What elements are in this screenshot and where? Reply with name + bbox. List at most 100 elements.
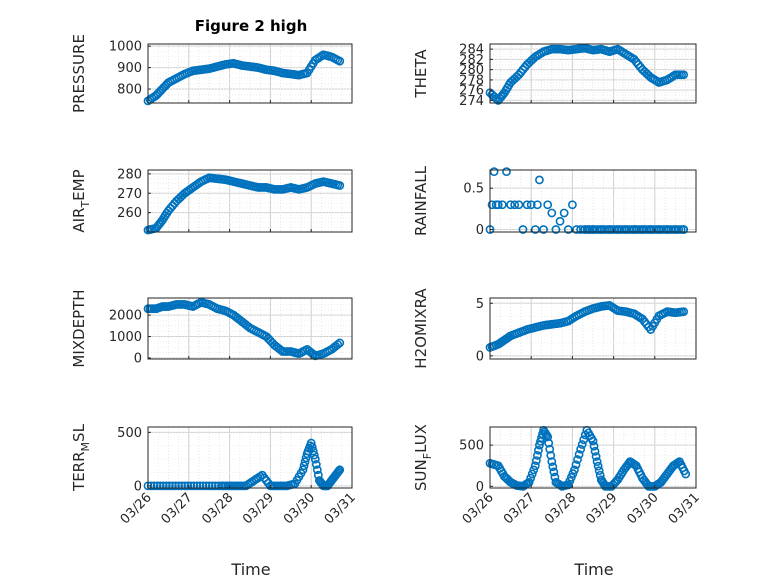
data-point	[548, 462, 558, 472]
data-point	[272, 481, 281, 491]
data-point	[545, 45, 555, 55]
data-point	[514, 200, 524, 210]
data-point	[192, 180, 202, 189]
y-axis-label: THETA	[412, 49, 430, 99]
y-tick-label: 278	[459, 73, 484, 88]
data-point	[292, 184, 302, 194]
data-point	[333, 55, 343, 65]
data-point	[207, 481, 217, 491]
data-point	[310, 454, 320, 464]
data-point	[146, 481, 156, 491]
y-tick-label: 0	[476, 223, 484, 238]
data-point	[545, 320, 555, 329]
y-axis-label: TERRMSL	[70, 423, 92, 492]
data-point	[577, 440, 587, 449]
axes-frame	[147, 426, 353, 489]
data-point	[194, 65, 204, 75]
data-point	[184, 185, 194, 195]
y-tick-label: 284	[459, 43, 484, 58]
axes-frame	[147, 43, 353, 104]
y-tick-label: 0	[134, 351, 142, 366]
subplot-h2omixra: 0 5 H2OMIXRA	[412, 288, 697, 369]
data-point	[506, 200, 515, 210]
data-point	[284, 183, 294, 193]
y-tick-label: 280	[117, 167, 142, 182]
data-point	[154, 87, 164, 97]
data-point	[553, 44, 563, 54]
data-point	[231, 481, 241, 491]
data-point	[568, 200, 577, 210]
data-point	[307, 442, 317, 452]
data-point	[530, 461, 540, 471]
data-point	[170, 300, 179, 310]
data-point	[535, 175, 544, 185]
data-point	[325, 178, 334, 188]
data-point	[543, 200, 553, 210]
data-point	[668, 71, 678, 81]
data-point	[545, 444, 555, 454]
data-point	[665, 465, 675, 475]
data-point	[194, 298, 204, 308]
x-axis-label-right: Time	[573, 560, 613, 579]
data-point	[219, 60, 228, 70]
data-point	[219, 175, 228, 184]
x-axis-label-left: Time	[230, 560, 270, 579]
y-tick-label: 282	[459, 53, 484, 68]
data-point	[551, 225, 561, 234]
data-point	[677, 307, 686, 317]
y-tick-label: 0	[134, 479, 142, 494]
data-point	[532, 200, 542, 210]
axes-frame	[489, 426, 697, 489]
data-point	[526, 473, 536, 483]
data-point	[594, 44, 604, 54]
data-point	[491, 94, 501, 103]
data-point	[549, 467, 559, 477]
data-point	[284, 347, 294, 356]
data-point	[183, 481, 193, 491]
data-point	[333, 180, 343, 190]
data-point	[334, 466, 344, 476]
data-point	[659, 473, 669, 483]
data-point	[259, 64, 269, 74]
data-point	[316, 177, 326, 187]
data-point	[619, 307, 629, 316]
data-point	[547, 208, 557, 218]
data-point	[155, 481, 165, 491]
data-point	[578, 43, 588, 53]
y-tick-label: 900	[117, 61, 142, 76]
data-point	[235, 178, 245, 188]
data-point	[526, 200, 536, 210]
data-point	[553, 319, 563, 328]
data-point	[168, 201, 177, 211]
data-point	[568, 469, 578, 478]
data-point	[592, 457, 602, 467]
y-tick-label: 500	[459, 439, 484, 454]
data-point	[201, 481, 211, 491]
data-point	[235, 60, 245, 70]
data-point	[510, 200, 520, 210]
data-point	[241, 320, 251, 330]
y-tick-label: 1000	[109, 330, 142, 345]
data-point	[284, 69, 294, 79]
y-tick-label: 1000	[109, 40, 142, 55]
data-point	[243, 180, 253, 190]
data-point	[309, 450, 319, 460]
data-point	[538, 429, 547, 439]
data-point	[186, 67, 196, 77]
data-point	[210, 174, 220, 183]
data-point	[587, 433, 596, 443]
data-point	[570, 44, 579, 54]
data-point	[532, 451, 542, 460]
data-point	[268, 66, 277, 75]
data-point	[233, 313, 243, 323]
data-point	[268, 184, 277, 194]
data-point	[161, 481, 171, 491]
y-tick-label: 0.5	[463, 182, 484, 197]
data-point	[510, 74, 520, 84]
y-axis-label: H2OMIXRA	[412, 288, 430, 369]
data-point	[174, 481, 183, 491]
data-point	[571, 460, 581, 470]
data-point	[311, 460, 321, 469]
